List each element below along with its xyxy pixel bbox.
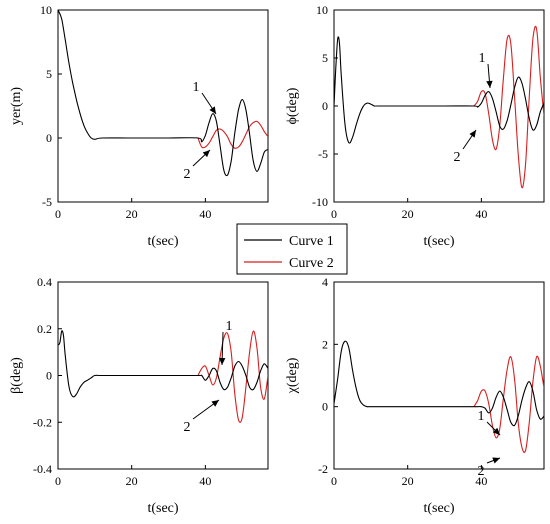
x-tick-label: 0 [55, 474, 61, 488]
y-tick-label: -5 [42, 195, 52, 209]
annotation-arrowhead-1 [492, 427, 500, 435]
y-tick-label: 4 [322, 275, 328, 289]
x-tick-label: 0 [331, 474, 337, 488]
annotation-label-2: 2 [454, 150, 461, 165]
legend: Curve 1 Curve 2 [236, 223, 348, 275]
legend-label-1: Curve 1 [289, 234, 334, 249]
legend-label-2: Curve 2 [289, 256, 334, 271]
x-tick-label: 40 [475, 207, 487, 221]
y-tick-label: -0.4 [33, 462, 52, 476]
y-tick-label: -5 [318, 147, 328, 161]
series-curve-1 [58, 330, 268, 398]
y-axis-label: β(deg) [9, 357, 24, 394]
panel-3: 0 20 40 -0.4 -0.2 0 0.2 0.4 t(sec) β(deg) 1 2 [9, 275, 269, 516]
annotation-arrowhead-1 [209, 106, 216, 114]
annotation-arrowhead-2 [211, 400, 219, 407]
x-tick-label: 40 [475, 474, 487, 488]
annotation-arrowhead-2 [202, 150, 210, 158]
y-tick-label: 0 [46, 369, 52, 383]
annotation-arrowhead-2 [469, 130, 476, 138]
y-axis-label: ϕ(deg) [285, 87, 300, 124]
series-curve-2 [473, 355, 544, 453]
x-tick-label: 20 [402, 207, 414, 221]
x-tick-label: 40 [199, 207, 211, 221]
annotation-label-1: 1 [478, 409, 485, 424]
annotation-label-1: 1 [226, 319, 233, 334]
x-tick-label: 0 [331, 207, 337, 221]
series-curve-1 [58, 10, 268, 177]
y-tick-label: -10 [312, 195, 328, 209]
y-tick-label: 2 [322, 337, 328, 351]
x-axis-label: t(sec) [423, 234, 454, 249]
panel-2: 0 20 40 -10 -5 0 5 10 t(sec) ϕ(deg) 1 2 [285, 3, 545, 249]
y-tick-label: 10 [40, 3, 52, 17]
x-tick-label: 40 [199, 474, 211, 488]
x-tick-label: 20 [126, 474, 138, 488]
y-tick-label: 0.4 [37, 275, 52, 289]
x-axis-label: t(sec) [423, 501, 454, 516]
annotation-label-1: 1 [193, 80, 200, 95]
y-tick-label: -2 [318, 462, 328, 476]
annotation-label-1: 1 [479, 51, 486, 66]
annotation-label-2: 2 [478, 464, 485, 479]
y-tick-label: 5 [322, 51, 328, 65]
plot-frame [333, 281, 545, 470]
annotation-arrowhead-1 [486, 80, 493, 88]
y-tick-label: 0 [322, 99, 328, 113]
x-tick-label: 0 [55, 207, 61, 221]
x-axis-label: t(sec) [147, 501, 178, 516]
y-tick-label: 0 [322, 400, 328, 414]
series-curve-1 [334, 36, 544, 144]
annotation-arrowhead-2 [492, 457, 500, 464]
plot-frame [57, 9, 269, 203]
x-tick-label: 20 [402, 474, 414, 488]
y-axis-label: yer(m) [9, 87, 24, 125]
y-tick-label: 0 [46, 131, 52, 145]
x-axis-label: t(sec) [147, 234, 178, 249]
series-curve-1 [334, 340, 544, 427]
x-tick-label: 20 [126, 207, 138, 221]
annotation-label-2: 2 [184, 420, 191, 435]
annotation-arrowhead-1 [219, 357, 226, 365]
y-tick-label: 5 [46, 67, 52, 81]
y-tick-label: -0.2 [33, 415, 52, 429]
annotation-label-2: 2 [184, 167, 191, 182]
y-tick-label: 10 [316, 3, 328, 17]
legend-box [236, 223, 348, 275]
y-axis-label: χ(deg) [285, 357, 300, 394]
y-tick-label: 0.2 [37, 322, 52, 336]
